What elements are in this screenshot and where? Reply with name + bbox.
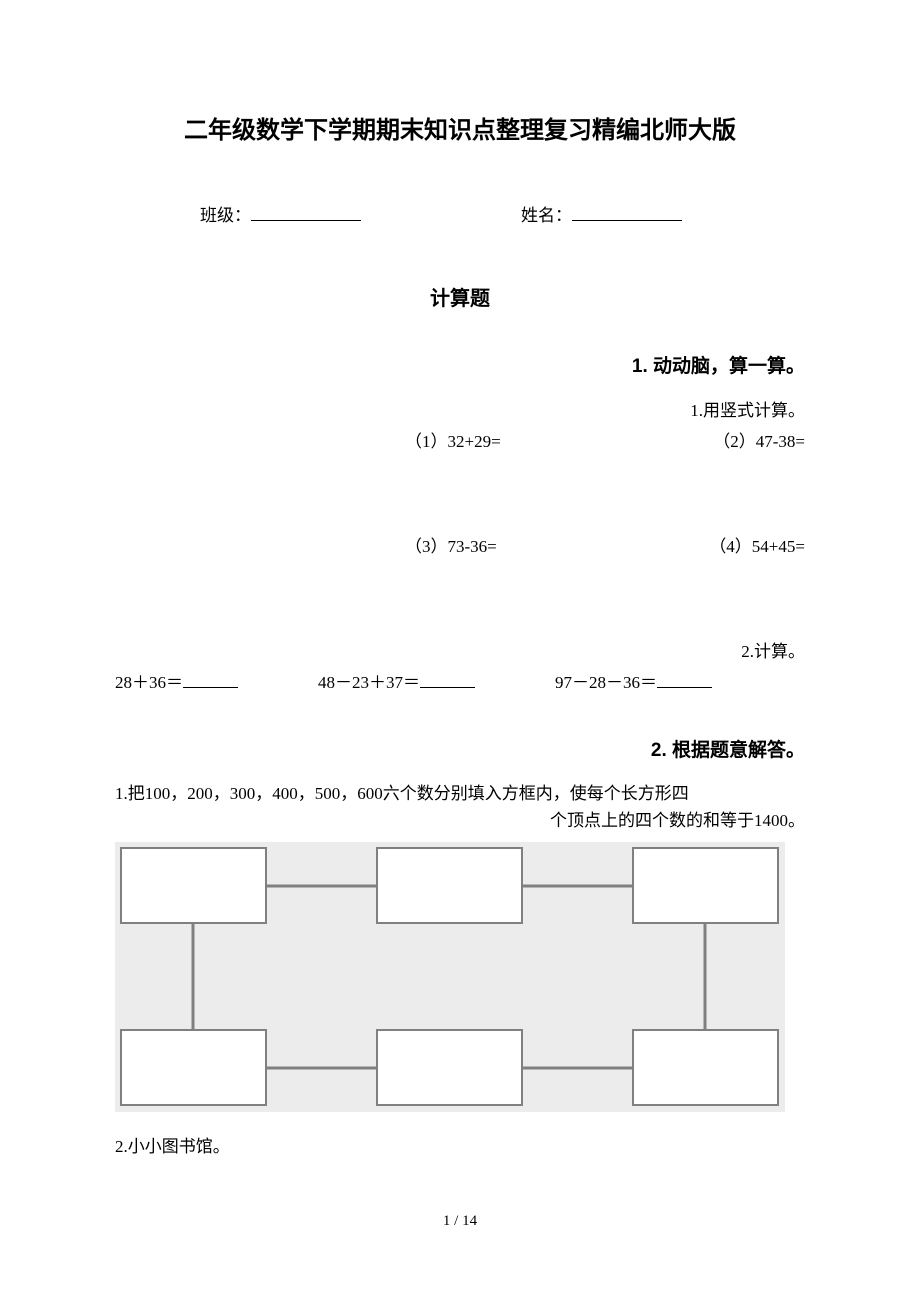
calc-item-2: 48－23＋37＝: [318, 668, 475, 693]
q1-p2: （2）47-38=: [605, 427, 805, 452]
q1-p3: （3）73-36=: [115, 532, 605, 557]
q2-library: 2.小小图书馆。: [115, 1132, 805, 1157]
info-row: 班级： 姓名：: [115, 201, 805, 226]
calc3-blank[interactable]: [657, 671, 712, 688]
q1-p4: （4）54+45=: [605, 532, 805, 557]
q1-heading: 1. 动动脑，算一算。: [115, 351, 805, 378]
problem-row-2: （3）73-36= （4）54+45=: [115, 532, 805, 557]
calc2-blank[interactable]: [420, 671, 475, 688]
box-diagram-svg: [115, 842, 785, 1112]
section-header: 计算题: [115, 282, 805, 311]
problem-row-1: （1）32+29= （2）47-38=: [115, 427, 805, 452]
calc1-blank[interactable]: [183, 671, 238, 688]
box-diagram: [115, 842, 785, 1112]
class-blank[interactable]: [251, 204, 361, 221]
calc-item-1: 28＋36＝: [115, 668, 238, 693]
q1-sub1: 1.用竖式计算。: [115, 396, 805, 421]
page-number: 1 / 14: [0, 1213, 920, 1230]
class-label: 班级：: [200, 201, 251, 226]
q2-heading: 2. 根据题意解答。: [115, 735, 805, 762]
name-blank[interactable]: [572, 204, 682, 221]
calc-row: 28＋36＝ 48－23＋37＝ 97－28－36＝: [115, 668, 805, 693]
q2-line2: 个顶点上的四个数的和等于1400。: [115, 807, 805, 834]
calc1-text: 28＋36＝: [115, 668, 183, 693]
calc2-text: 48－23＋37＝: [318, 668, 420, 693]
q1-sub2: 2.计算。: [115, 637, 805, 662]
name-label: 姓名：: [521, 201, 572, 226]
class-field: 班级：: [200, 201, 361, 226]
calc3-text: 97－28－36＝: [555, 668, 657, 693]
name-field: 姓名：: [521, 201, 682, 226]
q2-line1: 1.把100，200，300，400，500，600六个数分别填入方框内，使每个…: [115, 780, 805, 807]
calc-item-3: 97－28－36＝: [555, 668, 712, 693]
q1-p1: （1）32+29=: [115, 427, 605, 452]
page-title: 二年级数学下学期期末知识点整理复习精编北师大版: [115, 110, 805, 145]
